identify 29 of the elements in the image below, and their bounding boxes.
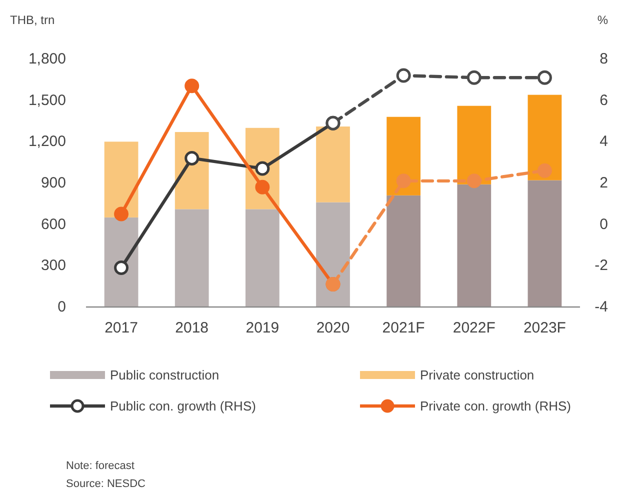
- x-tick-label: 2017: [104, 320, 138, 336]
- y2-tick-label: 6: [600, 92, 608, 109]
- y2-tick-label: -2: [594, 257, 608, 274]
- y2-tick-label: -4: [594, 298, 608, 316]
- y-tick-label: 1,800: [28, 50, 66, 68]
- y-tick-label: 1,200: [28, 133, 66, 150]
- y2-axis-title: %: [597, 13, 608, 27]
- y-tick-label: 900: [40, 174, 66, 192]
- y-axis-title: THB, trn: [10, 13, 55, 27]
- x-tick-label: 2020: [316, 320, 350, 336]
- y-tick-label: 300: [40, 257, 66, 274]
- y2-tick-label: 8: [600, 50, 608, 68]
- x-tick-label: 2023F: [523, 320, 566, 336]
- text: Note: forecast: [66, 460, 134, 472]
- x-tick-label: 2021F: [382, 320, 425, 336]
- y-tick-label: 600: [40, 216, 66, 233]
- y2-tick-label: 4: [600, 133, 608, 150]
- x-tick-label: 2019: [246, 320, 280, 336]
- source-note: Source: NESDC: [66, 478, 146, 490]
- x-tick-label: 2018: [175, 320, 209, 336]
- y2-tick-label: 0: [600, 216, 608, 233]
- y2-tick-label: 2: [600, 174, 608, 192]
- legend-label: Private construction: [420, 368, 534, 382]
- legend-label: Private con. growth (RHS): [420, 398, 571, 414]
- x-tick-label: 2022F: [452, 320, 496, 336]
- y-tick-label: 1,500: [28, 92, 66, 109]
- legend-label: Public construction: [110, 368, 220, 382]
- legend-label: Public con. growth (RHS): [110, 398, 256, 414]
- y-tick-label: 0: [58, 298, 66, 316]
